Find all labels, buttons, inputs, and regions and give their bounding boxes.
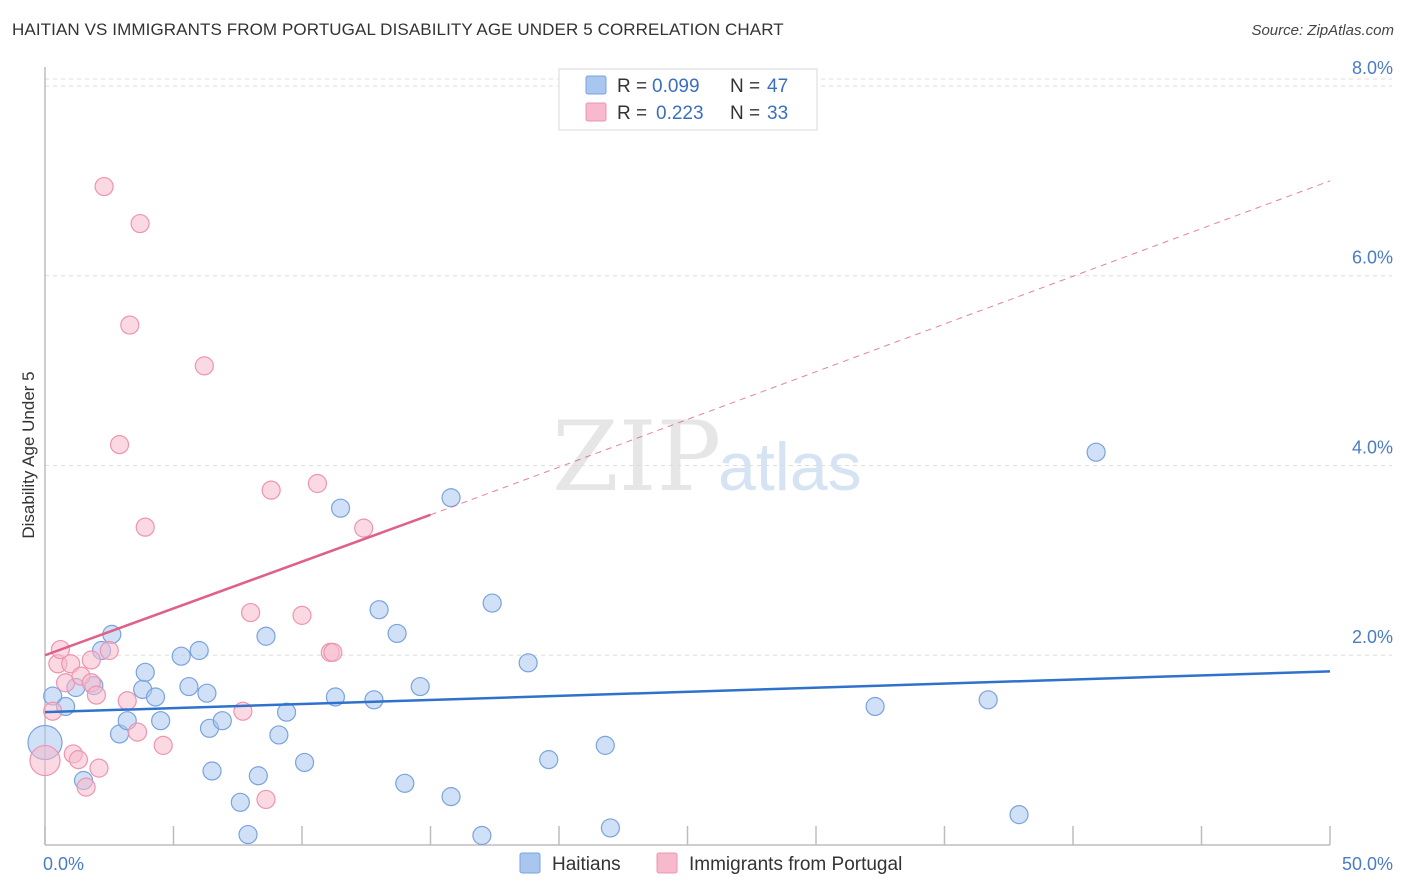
haitians-point	[256, 626, 276, 646]
series-legend: Haitians Immigrants from Portugal	[519, 852, 902, 875]
portugal-point	[76, 777, 96, 797]
portugal-point	[194, 356, 214, 376]
y-axis-tick-labels: 2.0% 4.0% 6.0% 8.0%	[1352, 58, 1393, 647]
haitians-point	[595, 735, 615, 755]
portugal-trend-line-extended	[430, 180, 1331, 516]
haitians-point	[978, 690, 998, 710]
portugal-point	[135, 517, 155, 537]
haitians-point	[472, 825, 492, 846]
portugal-point	[127, 722, 148, 742]
portugal-point	[153, 735, 173, 755]
haitians-point	[230, 792, 250, 812]
y-tick-label-1: 4.0%	[1352, 437, 1393, 457]
legend-n-value-portugal: 33	[767, 103, 788, 124]
portugal-point	[109, 435, 130, 455]
haitians-point	[145, 687, 166, 707]
haitians-point	[238, 824, 258, 845]
portugal-point	[94, 176, 114, 197]
legend-swatch-portugal	[585, 102, 607, 122]
haitians-point	[441, 787, 461, 807]
haitians-point	[171, 646, 191, 666]
bottom-legend-label-haitians: Haitians	[552, 854, 621, 875]
bottom-legend-swatch-haitians	[519, 852, 541, 874]
haitians-point	[135, 662, 155, 682]
portugal-point	[61, 654, 81, 674]
portugal-trend-line	[44, 513, 431, 657]
haitians-point	[212, 711, 232, 731]
y-tick-label-0: 2.0%	[1352, 627, 1393, 647]
portugal-point	[117, 691, 137, 711]
haitians-point	[294, 752, 315, 773]
haitians-point	[276, 702, 297, 722]
chart-source: Source: ZipAtlas.com	[1251, 22, 1394, 39]
legend-r-value-portugal: 0.223	[656, 103, 704, 124]
haitians-point	[330, 498, 351, 518]
portugal-point	[86, 685, 107, 705]
x-tick-label-1: 50.0%	[1342, 854, 1393, 874]
trend-lines	[44, 180, 1331, 714]
portugal-point	[292, 605, 312, 625]
portugal-point	[307, 473, 328, 494]
legend-n-label-portugal: N =	[730, 103, 760, 124]
portugal-point	[261, 480, 281, 500]
portugal-point	[29, 744, 61, 777]
haitians-point	[151, 711, 171, 731]
legend-n-value-haitians: 47	[767, 76, 788, 97]
chart-title: HAITIAN VS IMMIGRANTS FROM PORTUGAL DISA…	[12, 20, 784, 39]
legend-r-value-haitians: 0.099	[652, 76, 700, 97]
haitians-point	[1086, 442, 1106, 462]
portugal-point	[241, 602, 261, 623]
haitians-point	[387, 623, 407, 644]
portugal-points	[29, 176, 374, 810]
legend-n-label-haitians: N =	[730, 76, 760, 97]
haitians-point	[325, 687, 346, 707]
legend-r-label-haitians: R =	[617, 76, 647, 97]
haitians-point	[364, 690, 384, 710]
haitians-point	[865, 696, 885, 717]
portugal-point	[323, 642, 343, 662]
haitians-point	[482, 593, 502, 613]
bottom-legend-label-portugal: Immigrants from Portugal	[689, 854, 902, 875]
bottom-legend-swatch-portugal	[656, 852, 678, 874]
grid-lines	[45, 78, 1392, 656]
correlation-legend: R = 0.099 N = 47 R = 0.223 N = 33	[558, 68, 818, 131]
x-axis-ticks	[44, 826, 1331, 845]
portugal-point	[81, 650, 101, 670]
haitians-point	[189, 640, 209, 661]
portugal-point	[256, 789, 276, 810]
haitians-point	[248, 766, 268, 786]
haitians-point	[1009, 805, 1029, 825]
y-tick-label-3: 8.0%	[1352, 58, 1393, 78]
haitians-point	[518, 653, 538, 673]
portugal-point	[99, 640, 119, 661]
haitians-point	[539, 750, 559, 770]
y-tick-label-2: 6.0%	[1352, 248, 1393, 268]
x-tick-label-0: 0.0%	[43, 854, 84, 874]
portugal-point	[354, 518, 374, 538]
portugal-point	[89, 758, 109, 778]
y-axis-label: Disability Age Under 5	[19, 371, 38, 538]
portugal-point	[130, 213, 150, 234]
portugal-point	[120, 315, 140, 335]
haitians-point	[410, 676, 430, 697]
haitians-point	[269, 725, 289, 745]
haitians-point	[179, 676, 199, 697]
haitians-point	[441, 488, 461, 508]
watermark-atlas: atlas	[718, 429, 862, 505]
haitians-point	[197, 683, 217, 703]
haitians-point	[600, 818, 621, 838]
haitians-point	[202, 761, 222, 781]
legend-swatch-haitians	[585, 75, 607, 95]
haitians-point	[369, 600, 389, 620]
haitians-trend-line	[44, 670, 1331, 714]
x-axis-tick-labels: 0.0% 50.0%	[43, 854, 1393, 874]
portugal-point	[68, 750, 89, 770]
legend-r-label-portugal: R =	[617, 103, 647, 124]
watermark-zip: ZIP	[552, 401, 721, 513]
haitians-point	[395, 773, 415, 793]
